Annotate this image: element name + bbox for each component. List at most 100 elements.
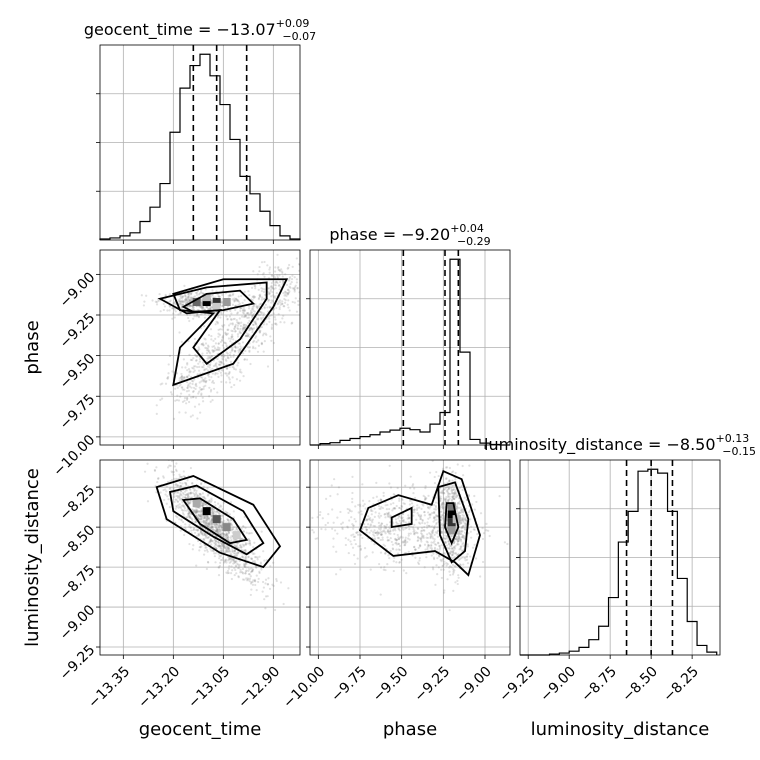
scatter-point — [420, 540, 423, 543]
scatter-point — [451, 496, 455, 499]
scatter-point — [200, 388, 203, 391]
scatter-point — [157, 477, 160, 480]
scatter-point — [460, 519, 463, 522]
scatter-point — [275, 280, 278, 284]
scatter-point — [224, 510, 227, 513]
scatter-point — [451, 550, 455, 554]
scatter-point — [199, 517, 202, 521]
scatter-point — [423, 511, 426, 514]
scatter-point — [434, 501, 438, 504]
scatter-point — [219, 555, 222, 558]
scatter-point — [172, 312, 175, 315]
scatter-point — [188, 303, 192, 307]
contour-line — [172, 278, 289, 387]
scatter-point — [192, 308, 195, 311]
scatter-point — [240, 315, 244, 318]
scatter-point — [207, 349, 210, 352]
scatter-point — [456, 537, 459, 540]
scatter-point — [370, 508, 373, 511]
scatter-point — [175, 482, 178, 486]
scatter-point — [182, 303, 185, 307]
scatter-point — [228, 378, 231, 381]
scatter-point — [459, 522, 462, 525]
scatter-point — [456, 506, 459, 509]
scatter-point — [254, 321, 257, 324]
scatter-point — [454, 490, 457, 493]
scatter-point — [257, 344, 260, 347]
scatter-point — [208, 386, 211, 389]
scatter-point — [213, 501, 217, 504]
scatter-point — [257, 317, 260, 320]
scatter-point — [354, 520, 357, 523]
scatter-point — [224, 558, 228, 561]
scatter-point — [249, 582, 253, 585]
scatter-point — [456, 543, 459, 546]
scatter-point — [303, 310, 305, 312]
scatter-point — [459, 506, 462, 509]
scatter-point — [184, 294, 187, 298]
scatter-point — [204, 523, 208, 527]
scatter-point — [191, 496, 194, 499]
scatter-point — [217, 544, 220, 547]
scatter-point — [241, 327, 245, 330]
scatter-point — [352, 524, 355, 527]
scatter-point — [258, 571, 261, 575]
scatter-point — [210, 508, 213, 511]
scatter-point — [455, 506, 458, 509]
scatter-point — [416, 527, 419, 530]
scatter-point — [183, 293, 187, 296]
scatter-point — [408, 503, 412, 506]
scatter-point — [463, 522, 466, 525]
scatter-point — [439, 558, 442, 562]
scatter-point — [506, 542, 509, 546]
scatter-point — [458, 486, 461, 489]
scatter-point — [216, 527, 219, 531]
scatter-point — [449, 573, 452, 577]
scatter-point — [447, 499, 450, 502]
scatter-point — [427, 506, 430, 509]
scatter-point — [203, 369, 206, 372]
scatter-point — [260, 568, 263, 571]
scatter-point — [227, 518, 230, 522]
scatter-point — [378, 524, 381, 528]
scatter-point — [407, 525, 411, 528]
scatter-point — [444, 498, 447, 501]
scatter-point — [202, 306, 205, 309]
scatter-point — [185, 483, 188, 487]
scatter-point — [243, 315, 246, 319]
scatter-point — [254, 323, 257, 326]
scatter-point — [181, 509, 184, 512]
scatter-point — [438, 545, 441, 548]
scatter-point — [210, 388, 213, 391]
scatter-point — [234, 308, 237, 312]
scatter-point — [214, 523, 217, 526]
scatter-point — [225, 344, 228, 347]
scatter-point — [242, 563, 246, 566]
scatter-point — [286, 288, 289, 292]
scatter-point — [201, 504, 204, 507]
scatter-point — [446, 578, 449, 581]
scatter-point — [211, 528, 215, 531]
scatter-point — [375, 531, 378, 535]
scatter-point — [277, 300, 280, 303]
scatter-point — [204, 503, 208, 506]
scatter-point — [262, 314, 265, 317]
scatter-point — [242, 375, 245, 378]
scatter-point — [429, 534, 432, 538]
scatter-point — [200, 380, 203, 383]
scatter-point — [199, 515, 203, 518]
scatter-point — [220, 362, 224, 365]
scatter-point — [393, 507, 396, 510]
scatter-point — [415, 531, 418, 534]
scatter-point — [425, 556, 428, 559]
scatter-point — [256, 558, 259, 561]
scatter-point — [231, 543, 234, 546]
scatter-point — [384, 532, 387, 535]
scatter-point — [204, 381, 207, 384]
scatter-point — [228, 548, 231, 551]
scatter-point — [155, 466, 158, 469]
scatter-point — [262, 586, 265, 589]
scatter-point — [462, 520, 465, 523]
scatter-point — [225, 359, 228, 362]
scatter-point — [185, 298, 188, 301]
